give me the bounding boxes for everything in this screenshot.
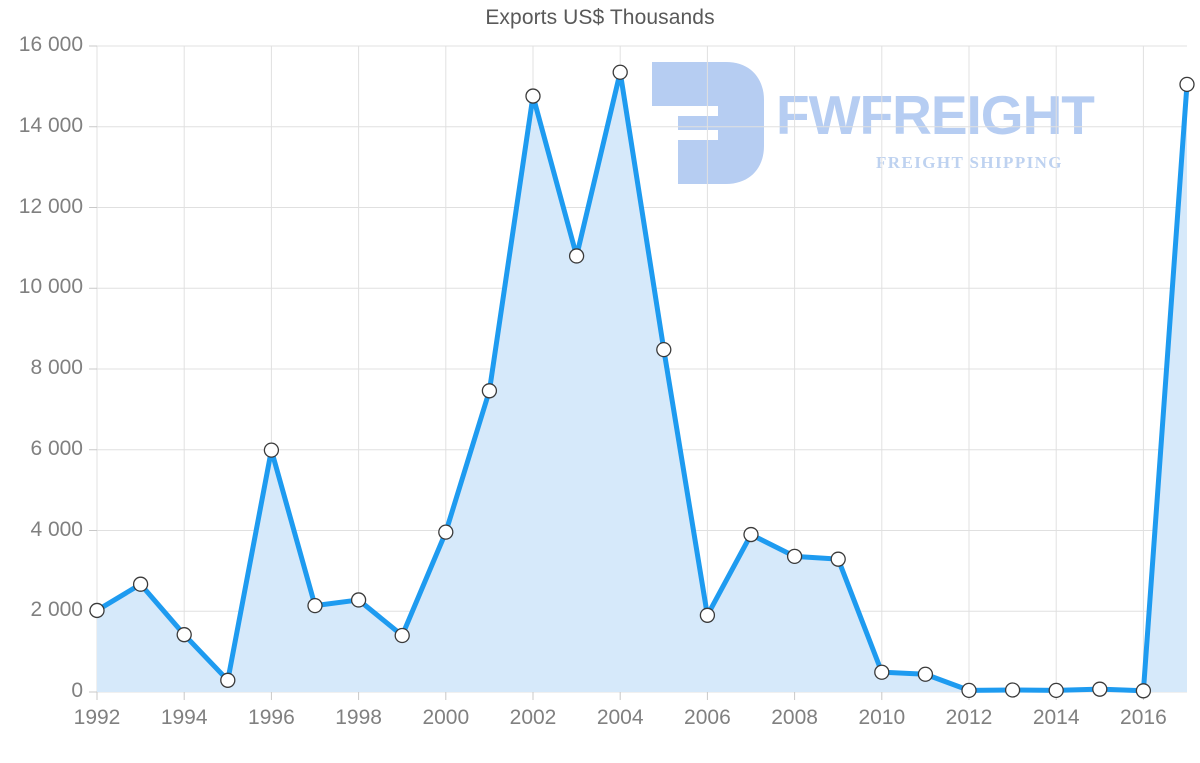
x-axis-tick-label: 1994 <box>160 706 208 729</box>
data-point-marker[interactable] <box>743 526 759 543</box>
y-axis-tick-label: 16 000 <box>18 33 83 56</box>
data-point-marker[interactable] <box>1092 681 1108 697</box>
data-point-marker[interactable] <box>699 607 716 623</box>
data-point-marker[interactable] <box>220 672 236 688</box>
x-axis-tick-label: 2012 <box>945 706 993 729</box>
data-point-marker[interactable] <box>263 442 280 458</box>
data-point-marker[interactable] <box>961 682 977 699</box>
x-axis-tick-label: 2016 <box>1120 706 1167 729</box>
x-axis-tick-label: 2008 <box>771 706 818 729</box>
data-point-marker[interactable] <box>132 576 149 592</box>
data-point-marker[interactable] <box>481 383 498 399</box>
chart-title: Exports US$ Thousands <box>485 6 715 29</box>
data-point-marker[interactable] <box>1179 76 1195 93</box>
data-point-marker[interactable] <box>874 664 890 680</box>
x-axis-tick-label: 2000 <box>422 706 470 729</box>
x-axis-tick-label: 2010 <box>858 706 906 729</box>
series-area-fill <box>97 72 1187 693</box>
data-point-marker[interactable] <box>656 341 672 358</box>
series-markers <box>89 64 1195 699</box>
x-axis-tick-label: 2006 <box>684 706 731 729</box>
data-point-marker[interactable] <box>525 88 541 104</box>
data-point-marker[interactable] <box>89 602 105 619</box>
y-axis-tick-label: 14 000 <box>18 113 83 137</box>
x-axis-tick-label: 1998 <box>335 706 382 729</box>
data-point-marker[interactable] <box>612 64 628 80</box>
data-point-marker[interactable] <box>438 524 454 540</box>
data-point-marker[interactable] <box>350 592 367 608</box>
y-axis-tick-label: 2 000 <box>30 598 83 622</box>
data-point-marker[interactable] <box>1004 682 1021 698</box>
data-point-marker[interactable] <box>1048 682 1064 699</box>
y-axis-tick-label: 12 000 <box>18 194 83 218</box>
x-axis-tick-label: 2002 <box>509 706 557 729</box>
data-point-marker[interactable] <box>176 627 192 643</box>
y-axis-tick-label: 4 000 <box>30 517 83 541</box>
y-axis-tick-label: 8 000 <box>30 356 83 379</box>
data-point-marker[interactable] <box>830 551 846 567</box>
data-point-marker[interactable] <box>307 597 323 614</box>
data-point-marker[interactable] <box>917 666 934 682</box>
data-point-marker[interactable] <box>568 248 585 264</box>
x-axis-tick-label: 1996 <box>248 706 295 729</box>
y-axis-tick-label: 6 000 <box>30 436 83 460</box>
y-axis-tick-label: 10 000 <box>18 275 83 299</box>
axis-tick-marks <box>89 45 1144 700</box>
x-axis-tick-label: 2014 <box>1032 706 1080 729</box>
x-axis-tick-label: 1992 <box>73 706 121 729</box>
x-axis-tick-label: 2004 <box>596 706 644 729</box>
y-axis-tick-label: 0 <box>71 679 83 702</box>
data-point-marker[interactable] <box>786 548 803 564</box>
data-point-marker[interactable] <box>394 627 410 644</box>
data-point-marker[interactable] <box>1135 683 1152 699</box>
